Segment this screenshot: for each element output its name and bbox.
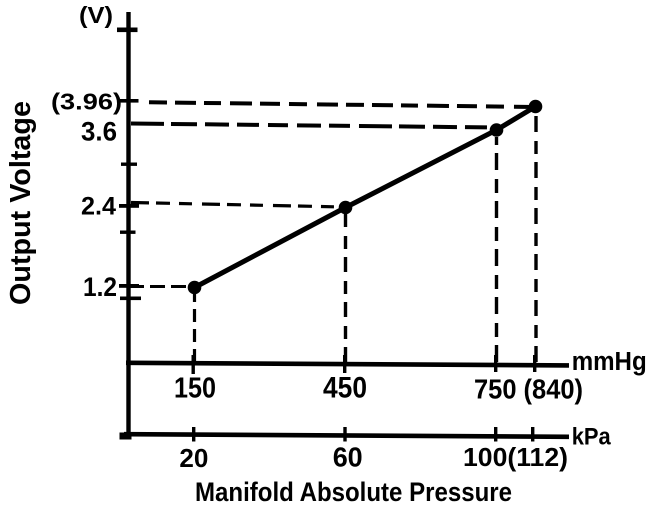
svg-text:Manifold Absolute Pressure: Manifold Absolute Pressure [195,477,512,507]
svg-text:Output Voltage: Output Voltage [5,101,37,305]
svg-text:(V): (V) [79,2,113,28]
svg-text:3.6: 3.6 [81,117,117,147]
svg-text:2.4: 2.4 [81,193,116,221]
svg-text:20: 20 [179,443,208,473]
svg-text:450: 450 [323,371,367,404]
svg-text:kPa: kPa [572,424,612,451]
svg-text:100(112): 100(112) [463,444,568,472]
svg-text:mmHg: mmHg [572,348,647,376]
svg-text:(3.96): (3.96) [51,89,122,115]
svg-text:1.2: 1.2 [83,272,117,302]
svg-text:60: 60 [333,442,363,473]
svg-text:750 (840): 750 (840) [474,374,583,405]
svg-text:150: 150 [174,372,216,404]
